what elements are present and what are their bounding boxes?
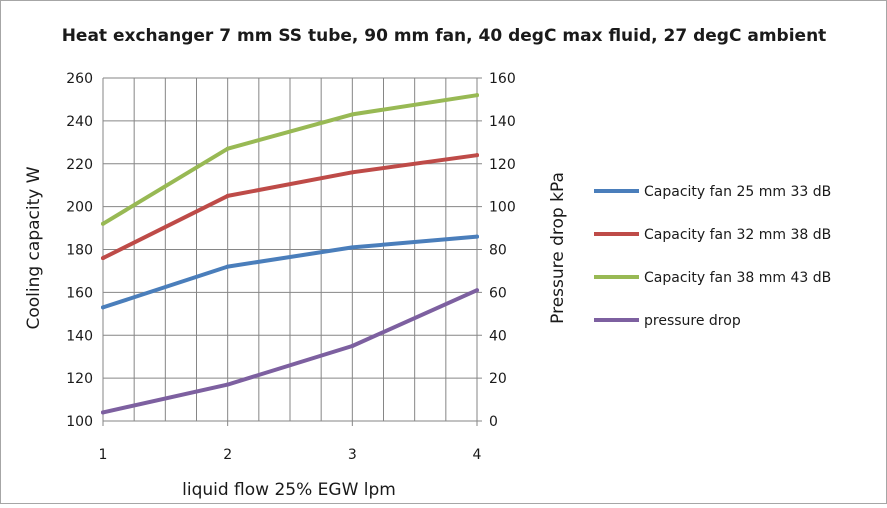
- data-point-2: [101, 256, 105, 261]
- data-point-2: [475, 153, 479, 158]
- series-line-2: [101, 153, 479, 261]
- data-point-3: [101, 221, 105, 226]
- data-point-4: [225, 382, 230, 387]
- x-tick-label: 4: [473, 447, 482, 463]
- legend-item: Capacity fan 38 mm 43 dB: [594, 270, 831, 286]
- legend-label: Capacity fan 38 mm 43 dB: [644, 270, 831, 286]
- y2-tick-label: 100: [489, 200, 516, 216]
- y-tick-label: 120: [66, 371, 93, 387]
- x-axis-title: liquid flow 25% EGW lpm: [182, 480, 396, 500]
- legend-item: pressure drop: [594, 313, 741, 329]
- data-point-4: [475, 288, 479, 293]
- y-tick-label: 100: [66, 414, 93, 430]
- y-tick-label: 200: [66, 200, 93, 216]
- data-point-1: [475, 234, 479, 239]
- y-tick-label: 140: [66, 328, 93, 344]
- data-point-4: [101, 410, 105, 415]
- data-point-1: [101, 305, 105, 310]
- y2-tick-label: 140: [489, 114, 516, 130]
- y-tick-label: 260: [66, 71, 93, 87]
- data-point-4: [350, 343, 355, 348]
- y2-tick-label: 40: [489, 328, 507, 344]
- y-axis-title: Cooling capacity W: [24, 166, 44, 329]
- data-point-3: [225, 146, 230, 151]
- legend-item: Capacity fan 25 mm 33 dB: [594, 184, 831, 200]
- legend: Capacity fan 25 mm 33 dB Capacity fan 32 …: [594, 184, 831, 329]
- y2-axis-title: Pressure drop kPa: [548, 172, 568, 324]
- legend-label: Capacity fan 32 mm 38 dB: [644, 227, 831, 243]
- legend-label: Capacity fan 25 mm 33 dB: [644, 184, 831, 200]
- x-tick-label: 3: [348, 447, 357, 463]
- legend-label: pressure drop: [644, 313, 741, 329]
- data-point-2: [350, 170, 355, 175]
- data-point-3: [350, 112, 355, 117]
- series-line-1: [101, 234, 479, 310]
- y2-tick-label: 0: [489, 414, 498, 430]
- y-tick-label: 220: [66, 157, 93, 173]
- axis-layer: 100 120 140 160 180 200 220 240 260 0 20 40 60 80 100 1…: [66, 71, 515, 463]
- chart-title: Heat exchanger 7 mm SS tube, 90 mm fan, …: [62, 26, 827, 46]
- series-line-3: [101, 93, 479, 226]
- y-tick-label: 240: [66, 114, 93, 130]
- y-tick-label: 160: [66, 285, 93, 301]
- y-tick-label: 180: [66, 243, 93, 259]
- series-line-4: [101, 288, 479, 415]
- y2-tick-label: 120: [489, 157, 516, 173]
- series-layer: [101, 93, 479, 415]
- y2-tick-label: 20: [489, 371, 507, 387]
- x-tick-label: 2: [223, 447, 232, 463]
- data-point-2: [225, 193, 230, 198]
- data-point-1: [350, 245, 355, 250]
- data-point-1: [225, 264, 230, 269]
- data-point-3: [475, 93, 479, 98]
- y2-tick-label: 60: [489, 285, 507, 301]
- y2-tick-label: 80: [489, 243, 507, 259]
- x-tick-label: 1: [99, 447, 108, 463]
- grid-layer: [102, 77, 478, 422]
- legend-item: Capacity fan 32 mm 38 dB: [594, 227, 831, 243]
- y2-tick-label: 160: [489, 71, 516, 87]
